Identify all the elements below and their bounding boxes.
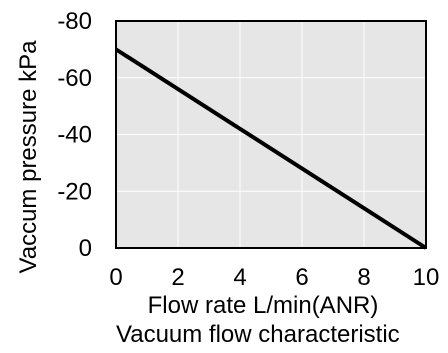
y-tick-label: -80 (57, 8, 92, 35)
x-tick-label: 10 (413, 264, 440, 291)
y-tick-labels: 0 -20 -40 -60 -80 (57, 8, 92, 262)
x-tick-label: 6 (295, 264, 308, 291)
y-tick-label: -60 (57, 65, 92, 92)
plot-frame (115, 20, 427, 249)
x-tick-labels: 0 2 4 6 8 10 (109, 264, 439, 291)
series-group (114, 47, 428, 250)
chart-title: Vacuum flow characteristic (116, 321, 400, 348)
x-tick-label: 2 (171, 264, 184, 291)
y-tick-label: 0 (79, 235, 92, 262)
x-tick-label: 0 (109, 264, 122, 291)
y-tick-label: -20 (57, 178, 92, 205)
x-axis-title: Flow rate L/min(ANR) (148, 292, 379, 319)
series-line (114, 47, 428, 250)
grid-lines (116, 21, 426, 248)
y-tick-label: -40 (57, 122, 92, 149)
x-tick-label: 8 (357, 264, 370, 291)
y-axis-title: Vaccum pressure kPa (15, 40, 42, 274)
x-tick-label: 4 (233, 264, 246, 291)
